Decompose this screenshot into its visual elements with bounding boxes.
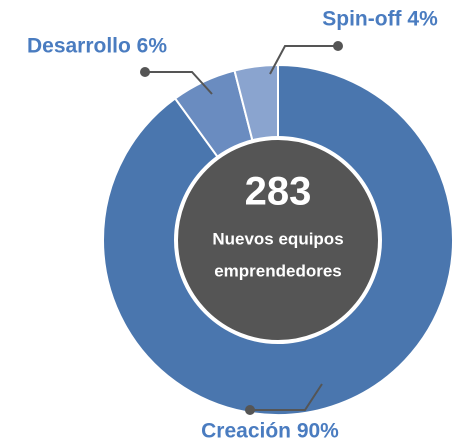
leader-line xyxy=(269,45,338,75)
leader-lines xyxy=(145,45,338,411)
leader-dot xyxy=(333,41,343,51)
center-value: 283 xyxy=(245,170,312,214)
leader-line xyxy=(250,383,323,411)
leader-dots xyxy=(140,41,343,415)
slice-label: Creación 90% xyxy=(201,420,339,443)
leader-line xyxy=(145,71,213,95)
center-label: Nuevos equipos xyxy=(212,229,343,248)
slice-label: Spin-off 4% xyxy=(322,8,438,31)
leader-dot xyxy=(140,67,150,77)
leader-dot xyxy=(245,405,255,415)
slice-label: Desarrollo 6% xyxy=(27,35,167,58)
center-label: emprendedores xyxy=(214,261,342,280)
center-circle xyxy=(174,136,382,344)
